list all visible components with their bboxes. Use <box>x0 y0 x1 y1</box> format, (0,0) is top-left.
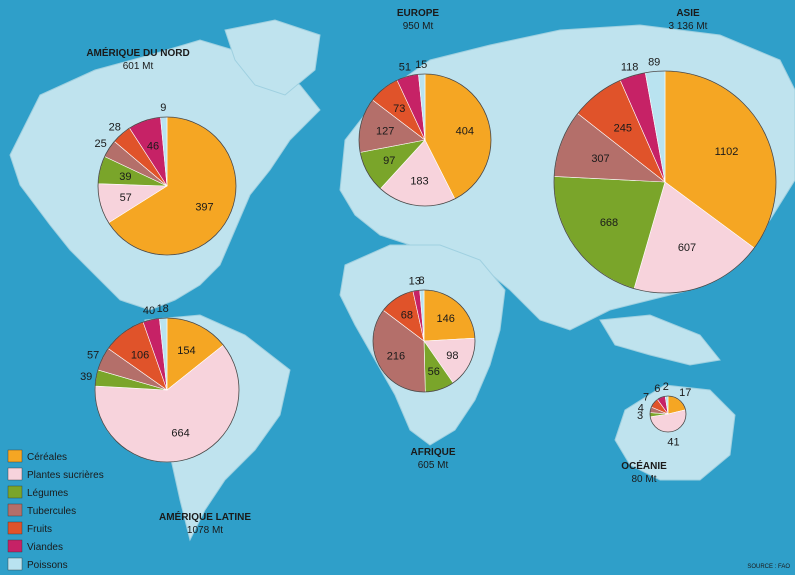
pie-outline-amerique-nord <box>97 116 237 256</box>
legend: Céréales Plantes sucrières Légumes Tubercul… <box>7 449 104 571</box>
slice-label-amerique-latine-6: 18 <box>157 303 169 315</box>
slice-label-oceanie-5: 6 <box>654 383 660 395</box>
source-note: SOURCE : FAO <box>747 564 790 570</box>
slice-label-asie-3: 307 <box>591 153 609 165</box>
region-name-oceanie: OCÉANIE <box>621 459 667 472</box>
slice-label-europe-0: 404 <box>456 126 474 138</box>
slice-label-amerique-nord-1: 57 <box>120 192 132 204</box>
legend-label-5: Viandes <box>27 542 63 553</box>
slice-label-europe-2: 97 <box>383 155 395 167</box>
legend-swatch-1 <box>7 467 23 481</box>
slice-label-amerique-latine-0: 154 <box>177 345 195 357</box>
region-name-afrique: AFRIQUE <box>411 447 456 458</box>
region-name-asie: ASIE <box>676 8 700 19</box>
slice-label-oceanie-1: 41 <box>667 437 679 449</box>
pie-asie: 1102 607 668 307 245 118 89 <box>553 57 777 294</box>
region-labels-layer: AMÉRIQUE DU NORD 601 Mt AMÉRIQUE LATINE 107… <box>86 8 707 536</box>
slice-label-asie-2: 668 <box>600 217 618 229</box>
slice-label-europe-3: 127 <box>376 126 394 138</box>
region-total-afrique: 605 Mt <box>418 460 449 471</box>
slice-label-afrique-4: 68 <box>401 309 413 321</box>
region-total-europe: 950 Mt <box>403 21 434 32</box>
slice-label-europe-6: 15 <box>415 59 427 71</box>
slice-label-afrique-6: 8 <box>418 275 424 287</box>
legend-label-0: Céréales <box>27 452 67 463</box>
slice-label-asie-1: 607 <box>678 242 696 254</box>
legend-label-2: Légumes <box>27 488 68 499</box>
slice-label-asie-5: 118 <box>621 61 639 73</box>
legend-label-1: Plantes sucrières <box>27 470 104 481</box>
region-name-amerique-nord: AMÉRIQUE DU NORD <box>86 46 189 59</box>
pie-afrique: 146 98 56 216 68 138 <box>372 275 476 393</box>
greenland-shape <box>224 19 321 96</box>
slice-label-europe-1: 183 <box>410 176 428 188</box>
slice-label-amerique-latine-5: 40 <box>143 305 155 317</box>
pie-outline-oceanie <box>649 395 687 433</box>
slice-label-oceanie-0: 17 <box>679 387 691 399</box>
region-total-asie: 3 136 Mt <box>669 21 708 32</box>
slice-label-amerique-nord-3: 25 <box>94 138 106 150</box>
pie-outline-amerique-latine <box>94 317 240 463</box>
pie-outline-asie <box>553 70 777 294</box>
slice-label-oceanie-4: 7 <box>643 392 649 404</box>
slice-label-europe-4: 73 <box>393 103 405 115</box>
slice-label-oceanie-2: 3 <box>637 410 643 422</box>
slice-label-amerique-latine-4: 106 <box>131 349 149 361</box>
legend-swatch-3 <box>7 503 23 517</box>
slice-label-oceanie-6: 2 <box>663 381 669 393</box>
region-total-oceanie: 80 Mt <box>631 474 656 485</box>
slice-label-afrique-1: 98 <box>446 350 458 362</box>
slice-label-amerique-nord-0: 397 <box>195 202 213 214</box>
pie-europe: 404 183 97 127 73 51 15 <box>358 59 492 207</box>
legend-swatch-0 <box>7 449 23 463</box>
slice-label-asie-0: 1102 <box>715 146 739 158</box>
legend-label-3: Tubercules <box>27 506 76 517</box>
pie-outline-afrique <box>372 289 476 393</box>
legend-label-6: Poissons <box>27 560 68 571</box>
slice-label-asie-4: 245 <box>614 123 632 135</box>
legend-swatch-2 <box>7 485 23 499</box>
legend-swatch-4 <box>7 521 23 535</box>
slice-label-oceanie-3: 4 <box>638 403 644 415</box>
slice-label-afrique-0: 146 <box>437 313 455 325</box>
region-total-amerique-latine: 1078 Mt <box>187 525 223 536</box>
slice-label-amerique-nord-6: 9 <box>160 102 166 114</box>
legend-swatch-6 <box>7 557 23 571</box>
slice-label-afrique-5: 13 <box>409 276 421 288</box>
south-east-asia-islands-shape <box>599 314 721 366</box>
slice-label-amerique-latine-2: 39 <box>80 371 92 383</box>
region-name-amerique-latine: AMÉRIQUE LATINE <box>159 510 251 523</box>
slice-label-amerique-nord-4: 28 <box>109 122 121 134</box>
australia-shape <box>614 384 736 481</box>
slice-label-afrique-3: 216 <box>387 351 405 363</box>
slice-label-amerique-nord-2: 39 <box>119 171 131 183</box>
legend-label-4: Fruits <box>27 524 52 535</box>
slice-label-amerique-latine-1: 664 <box>171 428 189 440</box>
slice-label-europe-5: 51 <box>399 62 411 74</box>
slice-label-amerique-latine-3: 57 <box>87 349 99 361</box>
slice-label-asie-6: 89 <box>648 57 660 69</box>
pie-amerique-latine: 154 664 39 57 106 40 18 <box>80 303 240 463</box>
pie-outline-europe <box>358 73 492 207</box>
legend-swatch-5 <box>7 539 23 553</box>
slice-label-amerique-nord-5: 46 <box>147 141 159 153</box>
region-name-europe: EUROPE <box>397 8 440 19</box>
region-total-amerique-nord: 601 Mt <box>123 61 154 72</box>
slice-label-afrique-2: 56 <box>428 366 440 378</box>
